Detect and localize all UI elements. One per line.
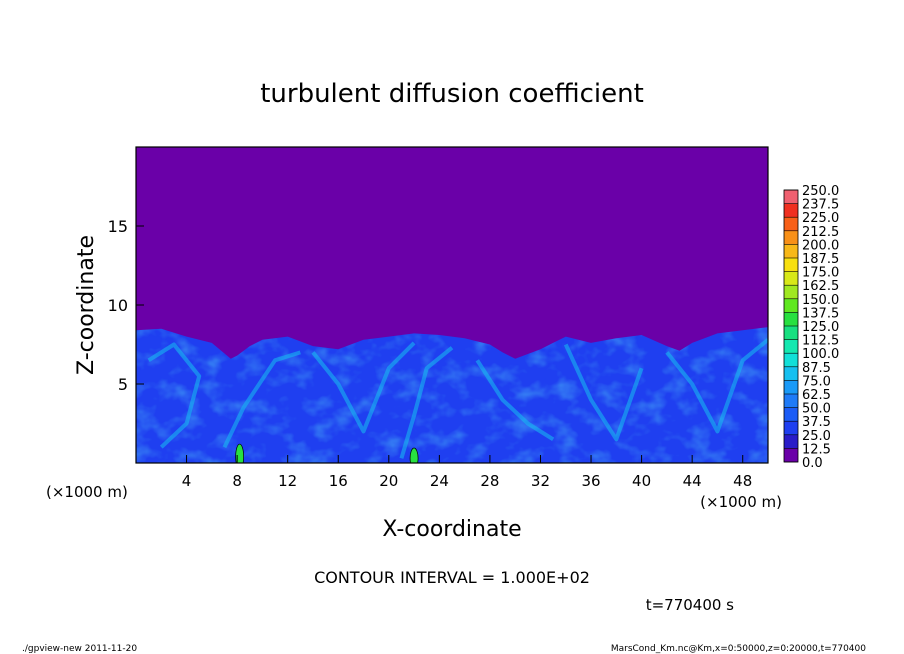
colorbar-swatch-4	[784, 394, 798, 408]
x-unit-left: (×1000 m)	[46, 483, 128, 501]
colorbar-label-14: 175.0	[802, 266, 839, 281]
colorbar-swatch-5	[784, 380, 798, 394]
colorbar-label-18: 225.0	[802, 211, 839, 226]
colorbar-label-16: 200.0	[802, 238, 839, 253]
colorbar-label-12: 150.0	[802, 293, 839, 308]
colorbar-label-4: 50.0	[802, 402, 831, 417]
y-tick-label-10: 10	[108, 296, 128, 315]
y-axis-label: Z-coordinate	[74, 235, 99, 375]
time-label: t=770400 s	[646, 596, 734, 614]
colorbar-label-0: 0.0	[802, 456, 823, 471]
eddy-swirl-4	[399, 346, 454, 459]
colorbar-swatch-12	[784, 285, 798, 299]
x-tick-label-16: 16	[329, 472, 348, 490]
footer-right: MarsCond_Km.nc@Km,x=0:50000,z=0:20000,t=…	[611, 644, 866, 654]
colorbar-label-6: 75.0	[802, 374, 831, 389]
high-value-plume-2	[409, 447, 419, 463]
x-tick-label-36: 36	[581, 472, 600, 490]
colorbar-swatch-15	[784, 244, 798, 258]
x-tick-label-32: 32	[531, 472, 550, 490]
colorbar-swatch-13	[784, 271, 798, 286]
y-axis-ticks: 5 10 15	[108, 217, 144, 394]
colorbar-swatch-17	[784, 217, 798, 231]
x-tick-label-24: 24	[430, 472, 449, 490]
eddy-swirl-2	[222, 350, 301, 449]
colorbar-label-8: 100.0	[802, 347, 839, 362]
colorbar-swatch-19	[784, 190, 798, 204]
colorbar-label-17: 212.5	[802, 225, 839, 240]
x-axis-label: X-coordinate	[382, 517, 521, 542]
x-tick-label-12: 12	[278, 472, 297, 490]
colorbar-swatch-6	[784, 366, 798, 381]
colorbar-swatch-11	[784, 298, 798, 313]
colorbar-label-10: 125.0	[802, 320, 839, 335]
colorbar-swatch-18	[784, 203, 798, 218]
x-tick-label-4: 4	[182, 472, 192, 490]
x-tick-label-20: 20	[379, 472, 398, 490]
colorbar-swatch-0	[784, 448, 798, 462]
colorbar-label-15: 187.5	[802, 252, 839, 267]
colorbar-swatch-1	[784, 434, 798, 449]
colorbar-swatch-7	[784, 353, 798, 367]
x-tick-label-8: 8	[232, 472, 242, 490]
eddy-swirl-7	[665, 338, 768, 434]
colorbar-swatch-8	[784, 339, 798, 354]
x-tick-label-40: 40	[632, 472, 651, 490]
colorbar-label-5: 62.5	[802, 388, 831, 403]
contour-interval: CONTOUR INTERVAL = 1.000E+02	[314, 568, 590, 587]
x-tick-label-48: 48	[733, 472, 752, 490]
eddy-swirl-3	[311, 341, 416, 434]
eddy-swirl-1	[147, 342, 202, 449]
colorbar-label-9: 112.5	[802, 334, 839, 349]
plumes	[147, 338, 768, 463]
x-tick-label-44: 44	[683, 472, 702, 490]
colorbar-swatch-16	[784, 230, 798, 245]
colorbar-swatch-9	[784, 326, 798, 340]
colorbar-label-7: 87.5	[802, 361, 831, 376]
colorbar: 0.012.525.037.550.062.575.087.5100.0112.…	[783, 184, 839, 471]
eddy-swirl-5	[475, 359, 555, 441]
y-tick-label-5: 5	[118, 375, 128, 394]
colorbar-label-11: 137.5	[802, 306, 839, 321]
colorbar-swatch-10	[784, 312, 798, 326]
footer-left: ./gpview-new 2011-11-20	[22, 644, 137, 654]
x-axis-ticks: 4 8 12 16 20 24 28 32 36 40 44 48	[182, 455, 752, 490]
colorbar-label-1: 12.5	[802, 442, 831, 457]
colorbar-swatch-3	[784, 407, 798, 422]
colorbar-label-2: 25.0	[802, 429, 831, 444]
chart-title: turbulent diffusion coefficient	[260, 79, 644, 109]
colorbar-swatch-14	[784, 258, 798, 272]
y-tick-label-15: 15	[108, 217, 128, 236]
colorbar-label-3: 37.5	[802, 415, 831, 430]
eddy-swirl-6	[563, 343, 644, 442]
colorbar-label-19: 237.5	[802, 198, 839, 213]
colorbar-label-13: 162.5	[802, 279, 839, 294]
colorbar-swatch-2	[784, 421, 798, 435]
colorbar-label-20: 250.0	[802, 184, 839, 199]
x-tick-label-28: 28	[480, 472, 499, 490]
x-unit-right: (×1000 m)	[700, 493, 782, 511]
